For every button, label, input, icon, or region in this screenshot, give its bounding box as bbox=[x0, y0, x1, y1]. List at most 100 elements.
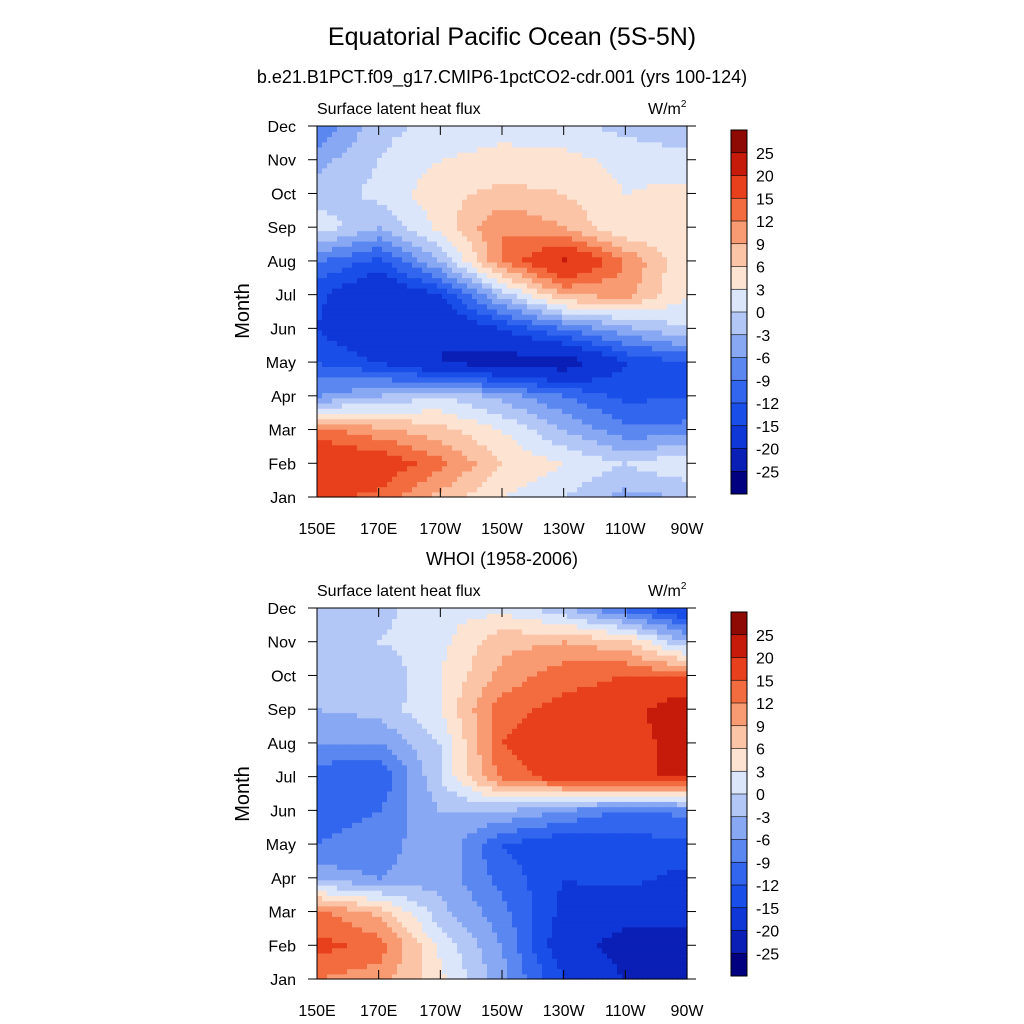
heatmap-cell bbox=[667, 382, 673, 388]
heatmap-cell bbox=[347, 335, 353, 341]
heatmap-cell bbox=[567, 282, 573, 289]
heatmap-cell bbox=[327, 267, 333, 273]
heatmap-cell bbox=[672, 235, 678, 242]
heatmap-cell bbox=[427, 376, 433, 383]
heatmap-cell bbox=[397, 439, 403, 446]
heatmap-cell bbox=[642, 465, 648, 472]
heatmap-cell bbox=[447, 371, 453, 378]
heatmap-cell bbox=[552, 162, 558, 169]
heatmap-cell bbox=[542, 345, 548, 352]
heatmap-cell bbox=[492, 162, 498, 169]
heatmap-cell bbox=[492, 439, 498, 446]
heatmap-cell bbox=[472, 491, 478, 498]
heatmap-cell bbox=[607, 455, 613, 462]
heatmap-cell bbox=[402, 240, 408, 247]
heatmap-cell bbox=[597, 157, 603, 164]
heatmap-cell bbox=[402, 413, 408, 420]
heatmap-cell bbox=[457, 361, 463, 367]
heatmap-cell bbox=[317, 251, 323, 258]
heatmap-cell bbox=[682, 449, 688, 456]
heatmap-cell bbox=[592, 371, 598, 378]
heatmap-cell bbox=[627, 413, 633, 420]
heatmap-cell bbox=[467, 308, 473, 315]
heatmap-cell bbox=[492, 308, 498, 315]
heatmap-cell bbox=[662, 246, 668, 253]
heatmap-cell bbox=[457, 476, 463, 482]
heatmap-cell bbox=[352, 314, 358, 320]
heatmap-cell bbox=[377, 397, 383, 404]
heatmap-cell bbox=[537, 324, 543, 331]
heatmap-cell bbox=[622, 261, 628, 268]
heatmap-cell bbox=[597, 256, 603, 263]
heatmap-cell bbox=[497, 251, 503, 258]
heatmap-cell bbox=[402, 371, 408, 378]
heatmap-cell bbox=[527, 335, 533, 341]
heatmap-cell bbox=[537, 397, 543, 404]
heatmap-cell bbox=[437, 173, 443, 179]
heatmap-cell bbox=[612, 382, 618, 388]
heatmap-cell bbox=[372, 204, 378, 211]
heatmap-cell bbox=[382, 146, 388, 153]
heatmap-cell bbox=[487, 340, 493, 347]
heatmap-cell bbox=[327, 324, 333, 331]
heatmap-cell bbox=[452, 267, 458, 273]
heatmap-cell bbox=[372, 423, 378, 430]
heatmap-cell bbox=[457, 397, 463, 404]
heatmap-cell bbox=[652, 392, 658, 399]
heatmap-cell bbox=[392, 491, 398, 498]
heatmap-cell bbox=[602, 392, 608, 399]
heatmap-cell bbox=[472, 413, 478, 420]
heatmap-cell bbox=[502, 376, 508, 383]
heatmap-cell bbox=[587, 240, 593, 247]
heatmap-cell bbox=[427, 439, 433, 446]
heatmap-cell bbox=[542, 173, 548, 179]
heatmap-cell bbox=[562, 293, 568, 300]
heatmap-cell bbox=[582, 329, 588, 336]
heatmap-cell bbox=[392, 319, 398, 326]
heatmap-cell bbox=[612, 439, 618, 446]
heatmap-cell bbox=[352, 444, 358, 451]
heatmap-cell bbox=[452, 350, 458, 357]
heatmap-cell bbox=[662, 486, 668, 493]
heatmap-cell bbox=[397, 314, 403, 320]
heatmap-cell bbox=[382, 188, 388, 195]
heatmap-cell bbox=[642, 167, 648, 174]
heatmap-cell bbox=[567, 465, 573, 472]
heatmap-cell bbox=[392, 146, 398, 153]
heatmap-cell bbox=[352, 486, 358, 493]
heatmap-cell bbox=[412, 308, 418, 315]
heatmap-cell bbox=[432, 157, 438, 164]
heatmap-cell bbox=[587, 387, 593, 394]
heatmap-cell bbox=[597, 418, 603, 425]
heatmap-cell bbox=[547, 267, 553, 273]
heatmap-cell bbox=[567, 193, 573, 200]
heatmap-cell bbox=[367, 183, 373, 190]
heatmap-cell bbox=[347, 272, 353, 279]
heatmap-cell bbox=[527, 449, 533, 456]
heatmap-cell bbox=[347, 371, 353, 378]
heatmap-cell bbox=[472, 141, 478, 148]
heatmap-cell bbox=[657, 146, 663, 153]
heatmap-cell bbox=[487, 371, 493, 378]
heatmap-cell bbox=[442, 402, 448, 409]
heatmap-cell bbox=[402, 329, 408, 336]
heatmap-cell bbox=[647, 350, 653, 357]
heatmap-cell bbox=[347, 188, 353, 195]
heatmap-cell bbox=[622, 413, 628, 420]
heatmap-cell bbox=[467, 293, 473, 300]
heatmap-cell bbox=[487, 162, 493, 169]
heatmap-cell bbox=[627, 225, 633, 232]
heatmap-cell bbox=[612, 392, 618, 399]
heatmap-cell bbox=[427, 209, 433, 216]
heatmap-cell bbox=[322, 402, 328, 409]
heatmap-cell bbox=[627, 470, 633, 477]
heatmap-cell bbox=[562, 455, 568, 462]
heatmap-cell bbox=[467, 173, 473, 179]
heatmap-cell bbox=[477, 256, 483, 263]
heatmap-cell bbox=[657, 267, 663, 273]
heatmap-cell bbox=[612, 319, 618, 326]
heatmap-cell bbox=[452, 230, 458, 237]
heatmap-cell bbox=[612, 240, 618, 247]
heatmap-cell bbox=[562, 465, 568, 472]
heatmap-cell bbox=[432, 460, 438, 467]
